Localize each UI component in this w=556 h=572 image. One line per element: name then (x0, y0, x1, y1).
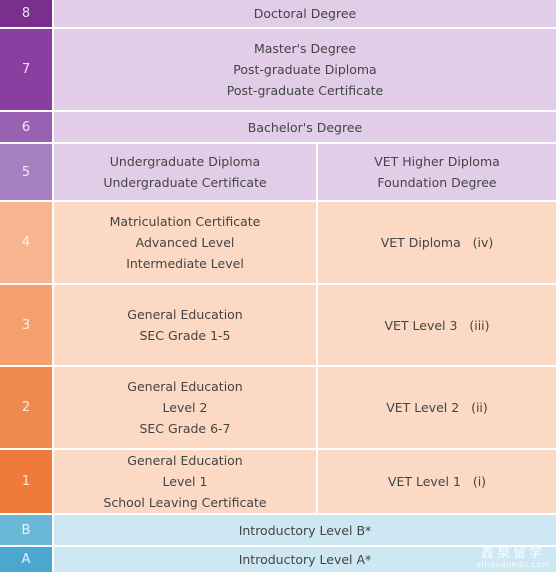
qualification-name: General Education (127, 307, 243, 322)
level-row-8: 8 Doctoral Degree (0, 0, 556, 27)
qualification-name: VET Diploma (iv) (380, 235, 494, 250)
level-row-3: 3 General Education SEC Grade 1-5 VET Level… (0, 285, 556, 365)
watermark-url: xinquanedu.com (476, 560, 550, 569)
qualification-name: Doctoral Degree (253, 6, 357, 21)
qualification-name: SEC Grade 1-5 (139, 328, 231, 343)
qualification-name: VET Higher Diploma (374, 154, 500, 169)
level-number: 1 (0, 450, 52, 513)
qualification-name: Master's Degree (253, 41, 357, 56)
qualification-name: VET Level 1 (i) (387, 474, 487, 489)
qualification-name: Post-graduate Certificate (226, 83, 384, 98)
watermark-chinese: 鑫泉留学 (481, 546, 546, 561)
level-cells: Matriculation Certificate Advanced Level I… (54, 202, 556, 283)
level-cells: General Education Level 1 School Leaving C… (54, 450, 556, 513)
qualification-name: SEC Grade 6-7 (139, 421, 231, 436)
vet-cell: VET Higher Diploma Foundation Degree (318, 144, 556, 200)
qualification-name: General Education (127, 453, 243, 468)
level-row-b: B Introductory Level B* (0, 515, 556, 545)
qualification-name: Level 2 (162, 400, 208, 415)
general-education-cell: Matriculation Certificate Advanced Level I… (54, 202, 316, 283)
level-cells: Introductory Level B* (54, 515, 556, 545)
qualification-name: Post-graduate Diploma (233, 62, 377, 77)
level-number: 3 (0, 285, 52, 365)
qualification-name: Introductory Level B* (238, 522, 372, 538)
qualification-name: Undergraduate Diploma (109, 154, 261, 169)
level-row-6: 6 Bachelor's Degree (0, 112, 556, 142)
qualification-name: Intermediate Level (126, 256, 244, 271)
qualification-name: VET Level 3 (iii) (384, 317, 490, 333)
qualification-name: Introductory Level A* (238, 552, 372, 567)
vet-cell: VET Level 1 (i) (318, 450, 556, 513)
general-education-cell: General Education Level 2 SEC Grade 6-7 (54, 367, 316, 448)
level-number: 5 (0, 144, 52, 200)
level-row-a: A Introductory Level A* (0, 547, 556, 572)
level-cells: General Education SEC Grade 1-5 VET Level … (54, 285, 556, 365)
qualification-name: Level 1 (162, 474, 208, 489)
level-row-7: 7 Master's Degree Post-graduate Diploma Pos… (0, 29, 556, 110)
qualification-cell: Introductory Level B* (54, 515, 556, 545)
qualification-name: VET Level 2 (ii) (386, 400, 488, 415)
level-cells: General Education Level 2 SEC Grade 6-7 VET… (54, 367, 556, 448)
level-row-1: 1 General Education Level 1 School Leaving … (0, 450, 556, 513)
qualification-name: Foundation Degree (377, 175, 497, 190)
level-number: A (0, 547, 52, 572)
level-cells: Introductory Level A* (54, 547, 556, 572)
qualification-name: Advanced Level (135, 235, 235, 250)
vet-cell: VET Diploma (iv) (318, 202, 556, 283)
vet-cell: VET Level 3 (iii) (318, 285, 556, 365)
qualification-name: Matriculation Certificate (109, 214, 261, 229)
qualification-cell: Doctoral Degree (54, 0, 556, 27)
general-education-cell: Undergraduate Diploma Undergraduate Certi… (54, 144, 316, 200)
level-number: 8 (0, 0, 52, 27)
level-row-4: 4 Matriculation Certificate Advanced Level… (0, 202, 556, 283)
qualification-name: Bachelor's Degree (247, 119, 363, 135)
watermark: 鑫泉留学 xinquanedu.com (476, 546, 550, 570)
qualification-name: School Leaving Certificate (103, 495, 267, 510)
level-number: 2 (0, 367, 52, 448)
general-education-cell: General Education Level 1 School Leaving C… (54, 450, 316, 513)
level-cells: Master's Degree Post-graduate Diploma Post… (54, 29, 556, 110)
qualification-cell: Bachelor's Degree (54, 112, 556, 142)
level-row-2: 2 General Education Level 2 SEC Grade 6-7 VE… (0, 367, 556, 448)
qualification-name: Undergraduate Certificate (103, 175, 267, 190)
qualification-cell: Introductory Level A* (54, 547, 556, 572)
general-education-cell: General Education SEC Grade 1-5 (54, 285, 316, 365)
level-cells: Undergraduate Diploma Undergraduate Certi… (54, 144, 556, 200)
level-number: 4 (0, 202, 52, 283)
qualification-name: General Education (127, 379, 243, 394)
level-number: 7 (0, 29, 52, 110)
qualification-cell: Master's Degree Post-graduate Diploma Post… (54, 29, 556, 110)
level-cells: Doctoral Degree (54, 0, 556, 27)
level-number: B (0, 515, 52, 545)
level-cells: Bachelor's Degree (54, 112, 556, 142)
level-number: 6 (0, 112, 52, 142)
level-row-5: 5 Undergraduate Diploma Undergraduate Cert… (0, 144, 556, 200)
vet-cell: VET Level 2 (ii) (318, 367, 556, 448)
